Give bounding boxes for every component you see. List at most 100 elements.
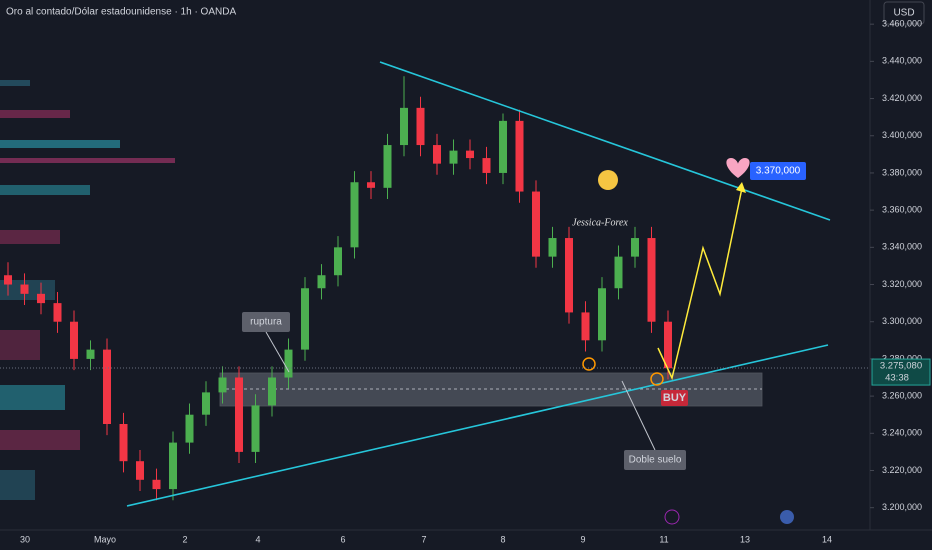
target-box bbox=[750, 162, 806, 180]
candle-body bbox=[614, 256, 623, 289]
candle-body bbox=[136, 461, 144, 480]
candle-body bbox=[367, 182, 375, 188]
profile-bar bbox=[0, 470, 35, 500]
x-tick-label: 4 bbox=[255, 534, 260, 544]
y-tick-label: 3.360,000 bbox=[882, 205, 922, 215]
y-tick-label: 3.440,000 bbox=[882, 56, 922, 66]
y-tick-label: 3.380,000 bbox=[882, 167, 922, 177]
x-tick-label: 30 bbox=[20, 534, 30, 544]
y-tick-label: 3.300,000 bbox=[882, 316, 922, 326]
callout-text: Doble suelo bbox=[629, 455, 682, 466]
x-tick-label: 14 bbox=[822, 534, 832, 544]
y-tick-label: 3.340,000 bbox=[882, 242, 922, 252]
candle-body bbox=[185, 414, 194, 443]
candle-body bbox=[70, 321, 78, 359]
volume-profile bbox=[0, 80, 175, 500]
x-tick-label: 7 bbox=[421, 534, 426, 544]
callout-text: ruptura bbox=[250, 317, 282, 328]
x-tick-label: 11 bbox=[659, 534, 668, 544]
x-tick-label: 6 bbox=[340, 534, 345, 544]
candle-body bbox=[416, 107, 425, 146]
event-icon bbox=[664, 509, 680, 525]
profile-bar bbox=[0, 110, 70, 118]
candle-body bbox=[334, 247, 342, 276]
candle-body bbox=[53, 303, 62, 322]
profile-bar bbox=[0, 430, 80, 450]
candle-body bbox=[202, 392, 210, 415]
candle-body bbox=[284, 349, 293, 378]
candle-body bbox=[317, 275, 326, 289]
y-tick-label: 3.460,000 bbox=[882, 19, 922, 29]
candle-body bbox=[581, 312, 590, 341]
candles bbox=[4, 76, 672, 501]
event-icon bbox=[780, 510, 794, 524]
candle-body bbox=[499, 120, 507, 173]
candle-body bbox=[565, 238, 573, 313]
candle-body bbox=[20, 284, 29, 294]
candle-body bbox=[631, 238, 639, 257]
y-tick-label: 3.400,000 bbox=[882, 130, 922, 140]
candle-body bbox=[103, 349, 111, 424]
candle-body bbox=[119, 424, 128, 462]
candle-body bbox=[466, 150, 474, 159]
candle-body bbox=[251, 405, 260, 452]
candle-body bbox=[515, 120, 524, 192]
candle-body bbox=[235, 377, 243, 452]
profile-bar bbox=[0, 140, 120, 148]
last-price-box bbox=[871, 358, 931, 386]
last-price-label: 3.275,080 bbox=[880, 361, 922, 372]
profile-bar bbox=[0, 158, 175, 163]
profile-bar bbox=[0, 185, 90, 195]
lower-trendline bbox=[126, 344, 829, 507]
profile-bar bbox=[0, 80, 30, 86]
y-tick-label: 3.280,000 bbox=[882, 353, 922, 363]
upper-trendline bbox=[379, 61, 831, 221]
candle-body bbox=[548, 238, 557, 257]
currency-label[interactable]: USD bbox=[893, 8, 914, 19]
projection bbox=[657, 187, 743, 381]
profile-bar bbox=[0, 230, 60, 244]
y-tick-label: 3.260,000 bbox=[882, 390, 922, 400]
axis-overlay: 3.200,000 3.220,000 3.240,000 3.260,000 3.28… bbox=[870, 19, 922, 512]
candle-body bbox=[532, 191, 540, 257]
candle-body bbox=[37, 293, 45, 304]
heart-icon bbox=[726, 158, 750, 178]
callout-line bbox=[265, 331, 290, 373]
candle-body bbox=[433, 145, 441, 164]
callout-box bbox=[624, 450, 686, 470]
y-tick-label: 3.320,000 bbox=[882, 279, 922, 289]
currency-button[interactable] bbox=[883, 1, 925, 25]
y-tick-label: 3.240,000 bbox=[882, 428, 922, 438]
candle-body bbox=[218, 377, 227, 393]
candle-body bbox=[86, 349, 95, 359]
x-tick-label: Mayo bbox=[94, 534, 116, 544]
candle-body bbox=[4, 275, 12, 285]
candle-body bbox=[268, 377, 276, 406]
candle-body bbox=[647, 238, 656, 322]
candle-body bbox=[400, 107, 408, 146]
callout-line bbox=[621, 380, 656, 451]
y-tick-label: 3.420,000 bbox=[882, 93, 922, 103]
profile-bar bbox=[0, 330, 40, 360]
candle-body bbox=[169, 442, 177, 490]
candle-body bbox=[301, 288, 309, 350]
candle-body bbox=[350, 182, 359, 248]
x-tick-label: 9 bbox=[580, 534, 585, 544]
target-label: 3.370,000 bbox=[756, 166, 801, 177]
profile-bar bbox=[0, 385, 65, 410]
countdown: 43:38 bbox=[885, 373, 909, 384]
buy-box bbox=[661, 390, 688, 406]
buy-label: BUY bbox=[663, 392, 687, 404]
x-tick-label: 2 bbox=[182, 534, 187, 544]
bottom-marker bbox=[650, 372, 664, 386]
callout-box bbox=[242, 312, 290, 332]
x-tick-label: 13 bbox=[740, 534, 750, 544]
candle-body bbox=[598, 288, 606, 341]
candle-body bbox=[482, 158, 491, 173]
watermark: Jessica-Forex bbox=[572, 217, 628, 228]
y-tick-label: 3.220,000 bbox=[882, 465, 922, 475]
bottom-marker bbox=[582, 357, 596, 371]
candle-body bbox=[449, 150, 458, 164]
